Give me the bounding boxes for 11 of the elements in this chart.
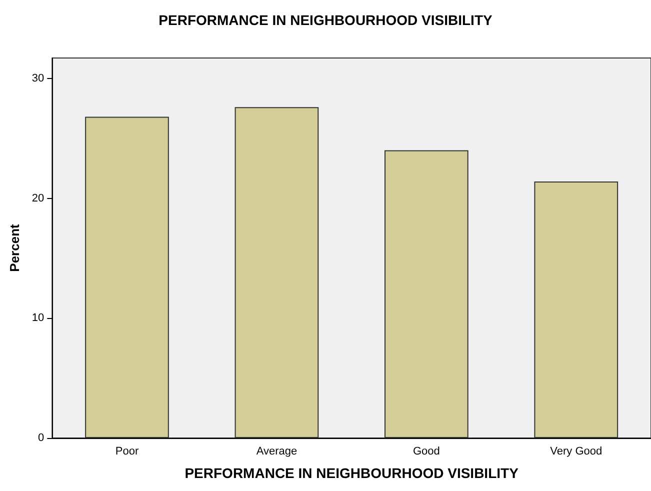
x-tick-label: Poor xyxy=(115,446,139,458)
x-tick-label: Good xyxy=(412,446,440,458)
chart-title: PERFORMANCE IN NEIGHBOURHOOD VISIBILITY xyxy=(158,12,493,28)
y-axis-title: Percent xyxy=(7,223,22,272)
x-tick-label: Very Good xyxy=(550,446,602,458)
x-tick-label: Average xyxy=(256,446,298,458)
y-tick-label: 10 xyxy=(32,312,44,324)
y-tick-label: 0 xyxy=(38,432,44,444)
y-tick-label: 30 xyxy=(32,72,44,84)
x-axis-title: PERFORMANCE IN NEIGHBOURHOOD VISIBILITY xyxy=(184,465,520,481)
y-tick-label: 20 xyxy=(32,192,44,204)
